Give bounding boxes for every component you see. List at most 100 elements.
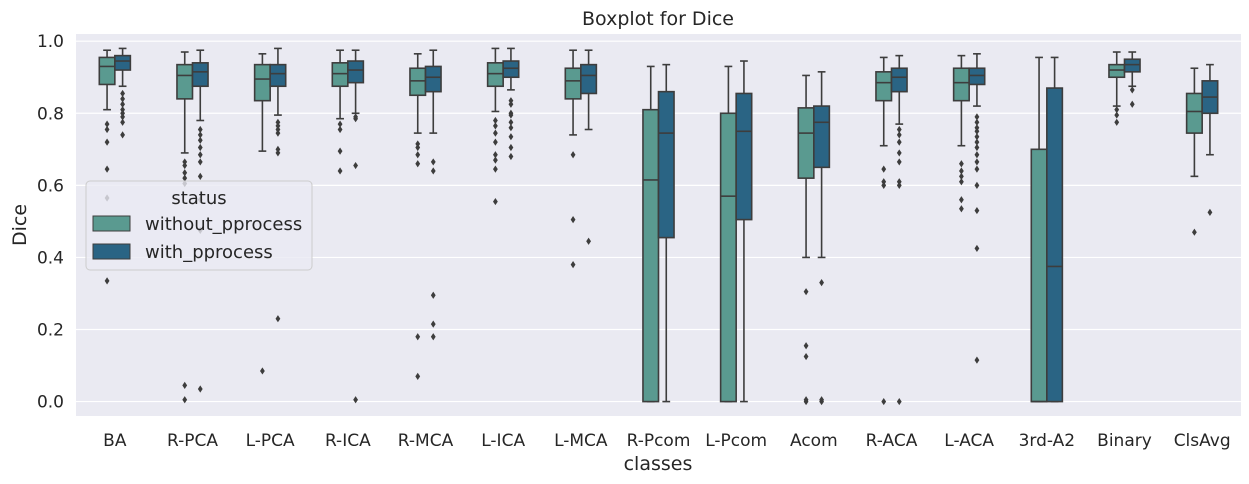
iqr-box	[1046, 87, 1064, 403]
outlier-point	[974, 165, 980, 173]
box-clsavg-with-pprocess	[1201, 63, 1219, 216]
outlier-point	[1129, 100, 1135, 108]
box-l-mca-without-pprocess	[564, 49, 582, 269]
outlier-point	[508, 124, 514, 132]
legend-label-without-pprocess: without_pprocess	[145, 214, 302, 235]
iqr-box	[719, 112, 737, 403]
box-l-ica-with-pprocess	[502, 47, 520, 161]
iqr-box	[968, 67, 986, 86]
x-tick-label-binary: Binary	[1097, 431, 1152, 451]
y-tick-labels: 0.0 0.2 0.4 0.6 0.8 1.0	[37, 32, 64, 412]
outlier-point	[570, 261, 576, 269]
outlier-point	[275, 315, 281, 323]
outlier-point	[974, 244, 980, 253]
iqr-box	[1030, 148, 1048, 403]
outlier-point	[974, 151, 980, 159]
outlier-point	[104, 138, 110, 146]
x-tick-label-acom: Acom	[790, 431, 838, 451]
outlier-point	[974, 127, 980, 135]
x-tick-label-l-pca: L-PCA	[246, 431, 295, 451]
outlier-point	[353, 396, 358, 404]
outlier-point	[508, 143, 514, 152]
outlier-point	[415, 140, 421, 148]
box-r-mca-with-pprocess	[424, 49, 442, 341]
iqr-box	[424, 65, 442, 93]
outlier-point	[570, 151, 576, 159]
box-r-ica-with-pprocess	[347, 49, 365, 404]
box-3rd-a2-without-pprocess	[1030, 56, 1048, 403]
iqr-box	[875, 71, 893, 102]
x-tick-label-r-mca: R-MCA	[398, 431, 454, 451]
x-tick-labels: BA R-PCA L-PCA R-ICA R-MCA L-ICA L-MCA R-Pcom L-…	[103, 431, 1230, 451]
outlier-point	[959, 178, 964, 186]
box-l-pcom-without-pprocess	[719, 65, 737, 403]
iqr-box	[890, 67, 908, 93]
outlier-point	[974, 143, 980, 152]
outlier-point	[337, 120, 343, 128]
outlier-point	[1114, 111, 1120, 119]
outlier-point	[415, 160, 421, 168]
box-binary-without-pprocess	[1108, 51, 1126, 126]
outlier-point	[120, 109, 125, 117]
outlier-point	[896, 131, 902, 139]
iqr-box	[331, 62, 349, 88]
x-tick-label-r-aca: R-ACA	[866, 431, 918, 451]
iqr-box	[735, 92, 753, 221]
outlier-point	[353, 115, 358, 123]
legend-label-with-pprocess: with_pprocess	[145, 242, 273, 263]
outlier-point	[959, 160, 964, 168]
outlier-point	[570, 215, 576, 224]
outlier-point	[104, 125, 110, 134]
iqr-box	[191, 62, 209, 88]
box-l-pcom-with-pprocess	[735, 60, 753, 403]
iqr-box	[1123, 58, 1141, 73]
outlier-point	[337, 167, 343, 175]
outlier-point	[508, 118, 514, 126]
outlier-point	[182, 381, 188, 389]
outlier-point	[430, 167, 436, 175]
outlier-point	[275, 145, 281, 153]
box-l-pca-with-pprocess	[269, 47, 287, 323]
box-l-pca-without-pprocess	[253, 53, 271, 375]
x-tick-label-r-pca: R-PCA	[167, 431, 218, 451]
outlier-point	[430, 320, 436, 328]
outlier-point	[337, 125, 343, 134]
chart-title: Boxplot for Dice	[582, 8, 734, 30]
outlier-point	[974, 206, 980, 215]
box-acom-with-pprocess	[813, 71, 831, 406]
outlier-point	[493, 129, 498, 137]
iqr-box	[176, 63, 194, 100]
y-tick-label: 0.6	[37, 176, 64, 196]
y-tick-label: 0.8	[37, 104, 64, 124]
outlier-point	[974, 118, 980, 126]
iqr-box	[269, 63, 287, 88]
outlier-point	[104, 277, 110, 285]
outlier-point	[803, 396, 809, 404]
legend: status without_pprocess with_pprocess	[85, 180, 313, 271]
iqr-box	[642, 108, 660, 403]
outlier-point	[120, 100, 125, 108]
outlier-point	[430, 291, 436, 299]
iqr-box	[952, 67, 970, 102]
x-tick-label-l-ica: L-ICA	[481, 431, 525, 451]
box-acom-without-pprocess	[797, 74, 815, 406]
outlier-point	[182, 169, 188, 177]
outlier-point	[974, 138, 980, 146]
outlier-point	[881, 397, 887, 406]
outlier-point	[182, 396, 188, 404]
outlier-point	[974, 181, 980, 189]
outlier-point	[974, 124, 980, 132]
outlier-point	[275, 125, 281, 134]
outlier-point	[182, 161, 188, 170]
outlier-point	[415, 333, 421, 341]
outlier-point	[974, 113, 980, 121]
outlier-point	[819, 396, 824, 404]
box-l-mca-with-pprocess	[580, 49, 598, 245]
outlier-point	[974, 133, 980, 141]
outlier-point	[803, 288, 809, 296]
outlier-point	[120, 113, 125, 121]
outlier-point	[881, 165, 887, 173]
outlier-point	[493, 122, 498, 130]
outlier-point	[337, 147, 343, 155]
